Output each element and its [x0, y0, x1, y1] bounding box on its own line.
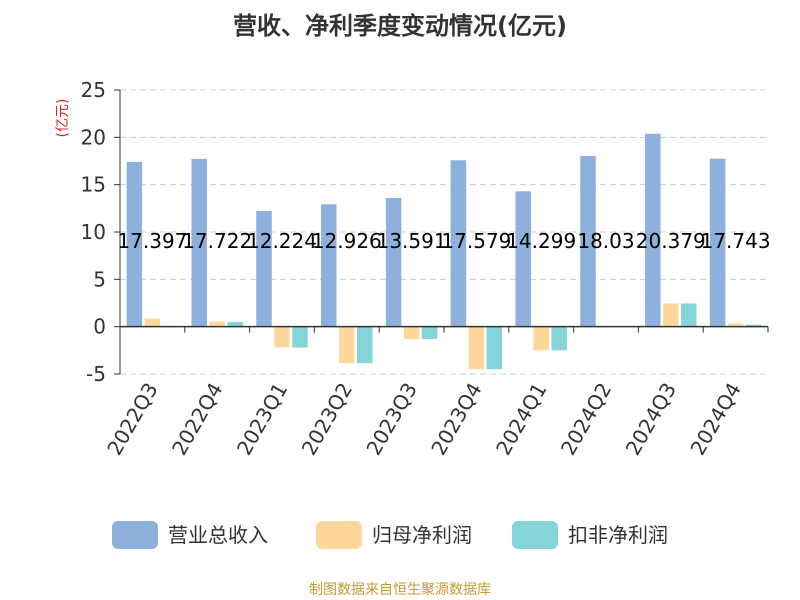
- x-tick-label-2024Q3: 2024Q3: [621, 379, 681, 460]
- x-tick-label-2022Q3: 2022Q3: [102, 379, 162, 460]
- bar-s1-2023Q2: [339, 326, 355, 364]
- bar-s1-2024Q3: [663, 303, 679, 327]
- bar-s0-2023Q4: [450, 160, 467, 327]
- bar-s0-2024Q3: [645, 133, 661, 327]
- data-label-2023Q1: 12.224: [247, 229, 317, 253]
- x-tick-label-2022Q4: 2022Q4: [167, 379, 227, 460]
- legend-item-2[interactable]: 扣非净利润: [512, 521, 668, 549]
- y-tick-label-6: 25: [81, 78, 106, 102]
- x-tick-label-2023Q4: 2023Q4: [426, 379, 486, 460]
- bars: [126, 133, 762, 370]
- bar-s2-2023Q4: [486, 326, 503, 370]
- x-tick-label-2023Q3: 2023Q3: [361, 379, 421, 460]
- legend-item-1[interactable]: 归母净利润: [316, 521, 472, 549]
- data-label-2024Q1: 14.299: [506, 229, 576, 253]
- legend-label-2: 扣非净利润: [568, 523, 668, 547]
- legend-swatch-1: [316, 521, 362, 549]
- y-tick-label-4: 15: [81, 173, 106, 197]
- bar-s1-2023Q4: [468, 326, 485, 370]
- bar-s2-2022Q4: [227, 321, 243, 327]
- data-label-2022Q3: 17.397: [117, 229, 187, 253]
- legend-item-0[interactable]: 营业总收入: [112, 521, 268, 549]
- bar-s0-2022Q3: [126, 161, 143, 327]
- y-tick-label-5: 20: [81, 125, 106, 149]
- bar-s2-2024Q4: [745, 324, 762, 327]
- data-label-2023Q2: 12.926: [312, 229, 382, 253]
- bar-s1-2024Q4: [727, 323, 744, 327]
- x-tick-label-2023Q1: 2023Q1: [232, 379, 292, 460]
- bar-s2-2023Q1: [292, 326, 308, 348]
- x-tick-label-2023Q2: 2023Q2: [297, 379, 357, 460]
- legend[interactable]: 营业总收入 归母净利润 扣非净利润: [112, 521, 668, 549]
- legend-swatch-0: [112, 521, 158, 549]
- bar-s1-2022Q4: [209, 321, 225, 327]
- bar-s0-2022Q4: [191, 158, 207, 327]
- bar-s0-2024Q4: [709, 158, 726, 327]
- data-label-2024Q2: 18.03: [577, 229, 634, 253]
- bar-s0-2023Q2: [321, 204, 337, 327]
- chart-title: 营收、净利季度变动情况(亿元): [233, 12, 567, 40]
- bar-s1-2022Q3: [144, 318, 161, 327]
- bar-s2-2023Q3: [421, 326, 438, 339]
- bar-s0-2023Q1: [256, 210, 272, 327]
- source-note: 制图数据来自恒生聚源数据库: [309, 582, 491, 598]
- legend-swatch-2: [512, 521, 558, 549]
- data-label-2023Q4: 17.579: [441, 229, 511, 253]
- data-labels: 17.39717.72212.22412.92613.59117.57914.2…: [117, 229, 770, 253]
- x-tick-label-2024Q4: 2024Q4: [685, 379, 745, 460]
- bar-s2-2024Q3: [681, 303, 697, 327]
- bar-s1-2023Q3: [403, 326, 420, 339]
- data-label-2023Q3: 13.591: [377, 229, 447, 253]
- bar-s1-2023Q1: [274, 326, 290, 348]
- data-label-2024Q3: 20.379: [636, 229, 706, 253]
- bar-s0-2023Q3: [385, 198, 402, 327]
- y-tick-label-3: 10: [81, 220, 106, 244]
- bar-s1-2024Q1: [533, 326, 549, 351]
- x-tick-label-2024Q2: 2024Q2: [556, 379, 616, 460]
- bar-s0-2024Q1: [515, 191, 531, 327]
- legend-label-0: 营业总收入: [168, 523, 268, 547]
- bar-s0-2024Q2: [580, 155, 596, 327]
- y-tick-label-1: 0: [93, 315, 106, 339]
- bar-s2-2023Q2: [357, 326, 373, 364]
- y-axis-unit-label: (亿元): [55, 99, 71, 138]
- bar-s2-2024Q1: [551, 326, 567, 351]
- legend-label-1: 归母净利润: [372, 523, 472, 547]
- data-label-2024Q4: 17.743: [701, 229, 771, 253]
- y-tick-label-0: -5: [86, 362, 106, 386]
- data-label-2022Q4: 17.722: [182, 229, 252, 253]
- x-tick-label-2024Q1: 2024Q1: [491, 379, 551, 460]
- y-tick-label-2: 5: [93, 267, 106, 291]
